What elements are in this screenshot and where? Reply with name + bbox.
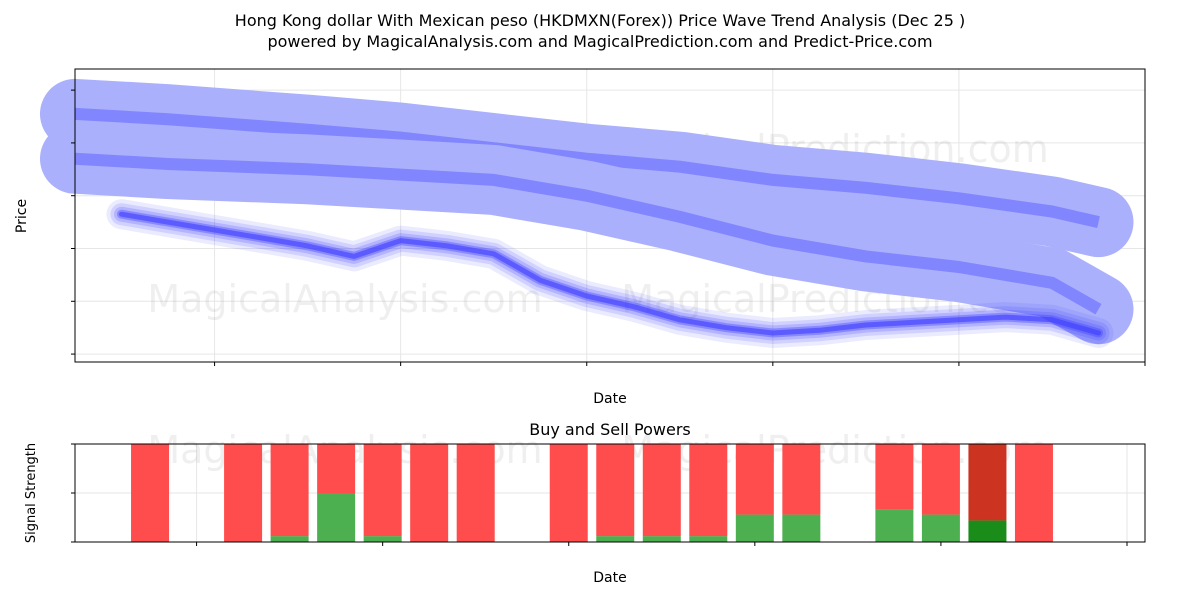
- price-plot-frame: [74, 68, 1146, 363]
- buy-bar: [735, 514, 774, 542]
- buy-sell-chart: Buy and Sell Powers MagicalAnalysis.com …: [24, 420, 1146, 586]
- price-x-ticks: [214, 362, 1146, 366]
- sell-bar: [317, 444, 356, 493]
- sell-bar: [921, 444, 960, 515]
- sell-bar: [782, 444, 821, 515]
- sell-bar: [131, 444, 170, 542]
- chart-title-line1: Hong Kong dollar With Mexican peso (HKDM…: [235, 11, 965, 30]
- sell-bar: [410, 444, 449, 542]
- buy-bar: [875, 509, 914, 542]
- price-y-axis-label: Price: [14, 199, 30, 233]
- upper-band-line: [74, 107, 1100, 228]
- sell-bar: [689, 444, 728, 537]
- buy-bar: [921, 514, 960, 542]
- chart-title-line2: powered by MagicalAnalysis.com and Magic…: [267, 32, 932, 51]
- price-y-ticks: [71, 89, 75, 355]
- buy-bar: [642, 536, 681, 542]
- sell-bar: [224, 444, 263, 542]
- sell-bar: [270, 444, 309, 537]
- buy-bar: [968, 520, 1007, 542]
- sell-bar: [456, 444, 495, 542]
- buy-sell-x-ticks: [196, 542, 1128, 546]
- buy-sell-bars: [131, 444, 1053, 542]
- sell-bar: [363, 444, 402, 537]
- price-x-axis-label: Date: [593, 391, 626, 407]
- sell-bar: [642, 444, 681, 537]
- buy-bar: [363, 536, 402, 542]
- price-chart: MagicalAnalysis.com MagicalPrediction.co…: [14, 68, 1146, 407]
- buy-sell-x-axis-label: Date: [593, 570, 626, 586]
- sell-bar: [968, 444, 1007, 521]
- price-series: [40, 78, 1134, 348]
- buy-sell-y-axis-label: Signal Strength: [24, 443, 39, 543]
- watermark-left-mid: MagicalAnalysis.com: [147, 277, 542, 321]
- buy-sell-title: Buy and Sell Powers: [529, 420, 691, 439]
- sell-bar: [875, 444, 914, 510]
- buy-sell-y-ticks: [71, 443, 75, 543]
- sell-bar: [735, 444, 774, 515]
- price-wave-layer-4: [119, 211, 1101, 336]
- buy-bar: [270, 536, 309, 542]
- sell-bar: [549, 444, 588, 542]
- sell-bar: [596, 444, 635, 537]
- sell-bar: [1014, 444, 1053, 542]
- upper-channel-line: [74, 152, 1102, 315]
- buy-bar: [782, 514, 821, 542]
- buy-bar: [689, 536, 728, 542]
- buy-bar: [317, 493, 356, 542]
- buy-bar: [596, 536, 635, 542]
